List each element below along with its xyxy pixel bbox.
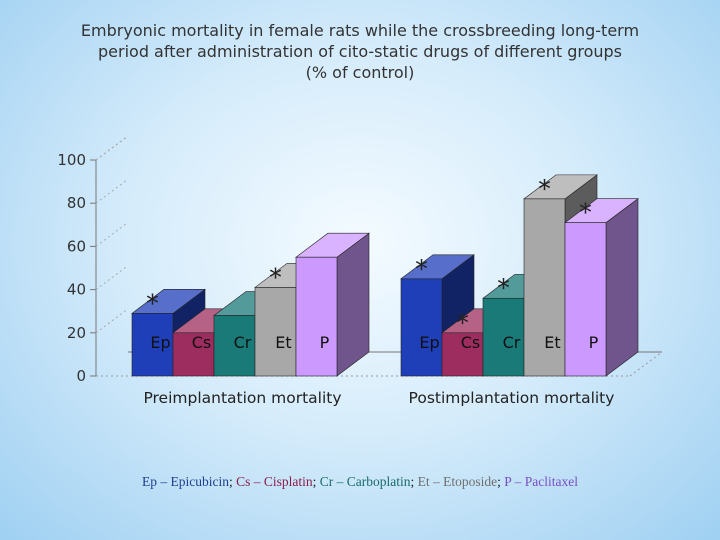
bar-front-face [400,278,443,377]
bar-series-label: Cr [503,333,521,352]
bar-series-label: P [589,333,599,352]
bar-series-label: Ep [419,333,439,352]
y-tick-depth [95,221,129,247]
bar-front-face [295,256,338,377]
bar-side-face [605,198,639,377]
legend-delimiter: ; [497,474,505,489]
bar-series-label: Et [544,333,560,352]
category-label: Preimplantation mortality [143,389,341,407]
y-tick-depth [95,308,129,334]
bar-p-postimplantation: P [564,198,639,377]
significance-marker: * [270,263,282,291]
legend-entry-ep: Ep – Epicubicin [141,474,229,489]
chart-title-line-1: Embryonic mortality in female rats while… [80,21,640,40]
chart-title: Embryonic mortality in female rats while… [40,20,680,83]
bar-p-preimplantation: P [295,232,370,377]
y-tick-depth [95,135,129,161]
y-tick-label: 0 [76,367,86,385]
legend-entry-et: Et – Etoposide [417,474,498,489]
y-tick-label: 100 [57,151,86,169]
bar-series-label: P [320,333,330,352]
bar-front-face [564,222,607,377]
bar-front-face [441,332,484,377]
bar-front-face [213,315,256,377]
y-tick-depth [95,265,129,291]
significance-marker: * [580,199,592,227]
bar-series-label: Cs [461,333,481,352]
chart-title-line-3: (% of control) [305,63,415,82]
bar-front-face [523,198,566,377]
significance-marker: * [539,175,551,203]
legend-delimiter: ; [228,474,237,489]
legend-entry-p: P – Paclitaxel [504,474,579,489]
bar-series-label: Ep [150,333,170,352]
bar-side-face [336,232,370,377]
y-tick-label: 20 [67,324,86,342]
bar-front-face [172,332,215,377]
bar-front-face [254,287,297,377]
legend-entry-cr: Cr – Carboplatin [319,474,411,489]
y-tick-label: 80 [67,194,86,212]
bar-series-label: Et [275,333,291,352]
bar-front-face [131,313,174,377]
drug-legend: Ep – Epicubicin; Cs – Cisplatin; Cr – Ca… [60,474,660,490]
significance-marker: * [457,309,469,337]
y-tick-label: 40 [67,281,86,299]
bar-front-face [482,297,525,377]
legend-delimiter: ; [312,474,320,489]
y-tick-depth [95,178,129,204]
significance-marker: * [147,289,159,317]
y-tick-label: 60 [67,237,86,255]
significance-marker: * [498,274,510,302]
bar-series-label: Cr [234,333,252,352]
bar-series-label: Cs [192,333,212,352]
significance-marker: * [416,255,428,283]
category-label: Postimplantation mortality [409,389,615,407]
legend-entry-cs: Cs – Cisplatin [236,474,313,489]
x-axis-right-edge [629,351,663,377]
chart-title-line-2: period after administration of cito-stat… [98,42,622,61]
legend-delimiter: ; [410,474,418,489]
